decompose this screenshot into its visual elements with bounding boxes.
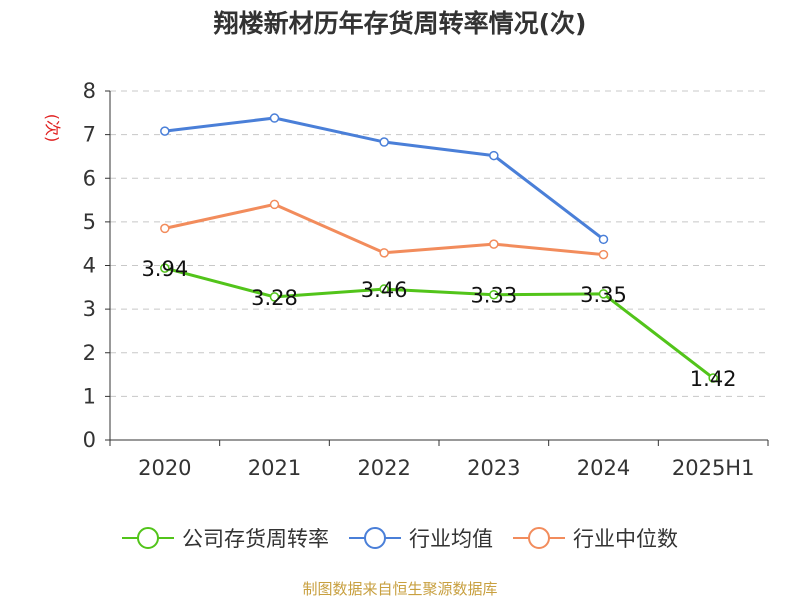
- data-point: [379, 137, 389, 147]
- legend-marker-icon: [513, 527, 565, 549]
- y-tick-label: 4: [83, 254, 96, 278]
- y-tick-label: 5: [83, 210, 96, 234]
- data-point: [160, 223, 170, 234]
- y-tick-label: 8: [83, 79, 96, 103]
- legend: 公司存货周转率 行业均值 行业中位数: [0, 518, 800, 558]
- data-label: 3.33: [470, 284, 517, 308]
- source-footer: 制图数据来自恒生聚源数据库: [302, 580, 498, 598]
- y-tick-label: 1: [83, 384, 96, 408]
- data-point: [269, 199, 280, 210]
- legend-label: 行业均值: [409, 527, 493, 551]
- legend-label: 公司存货周转率: [182, 527, 329, 551]
- data-point: [489, 150, 499, 161]
- x-tick-label: 2023: [467, 456, 520, 480]
- legend-item[interactable]: 公司存货周转率: [122, 523, 329, 553]
- data-label: 1.42: [690, 367, 737, 391]
- legend-marker-icon: [122, 527, 174, 549]
- series-line: [164, 266, 715, 380]
- data-point: [379, 248, 389, 258]
- legend-item[interactable]: 行业均值: [349, 523, 493, 553]
- data-label: 3.94: [141, 257, 188, 281]
- series-line: [164, 202, 604, 257]
- data-point: [598, 249, 609, 260]
- y-tick-label: 2: [83, 341, 96, 365]
- data-point: [708, 373, 718, 383]
- y-tick-label: 6: [83, 166, 96, 190]
- data-point: [379, 284, 389, 294]
- data-point: [489, 239, 499, 249]
- series-line: [164, 116, 605, 241]
- x-tick-label: 2022: [357, 456, 410, 480]
- data-point: [598, 234, 609, 245]
- y-tick-label: 3: [83, 297, 96, 321]
- data-point: [269, 113, 280, 123]
- legend-label: 行业中位数: [573, 527, 678, 551]
- x-tick-label: 2025H1: [672, 456, 755, 480]
- x-tick-label: 2020: [138, 456, 191, 480]
- y-axis-label: (次): [43, 114, 62, 143]
- data-label: 3.46: [361, 278, 408, 302]
- data-point: [598, 289, 609, 299]
- x-tick-label: 2021: [248, 456, 301, 480]
- data-point: [160, 126, 170, 136]
- data-point: [489, 289, 499, 300]
- data-point: [269, 292, 280, 302]
- y-tick-label: 7: [83, 123, 96, 147]
- y-tick-label: 0: [83, 428, 96, 452]
- x-tick-label: 2024: [577, 456, 630, 480]
- data-label: 3.28: [251, 286, 298, 310]
- chart-title: 翔楼新材历年存货周转率情况(次): [213, 9, 587, 38]
- data-label: 3.35: [580, 283, 627, 307]
- legend-marker-icon: [349, 527, 401, 549]
- legend-item[interactable]: 行业中位数: [513, 523, 678, 553]
- data-point: [160, 263, 170, 273]
